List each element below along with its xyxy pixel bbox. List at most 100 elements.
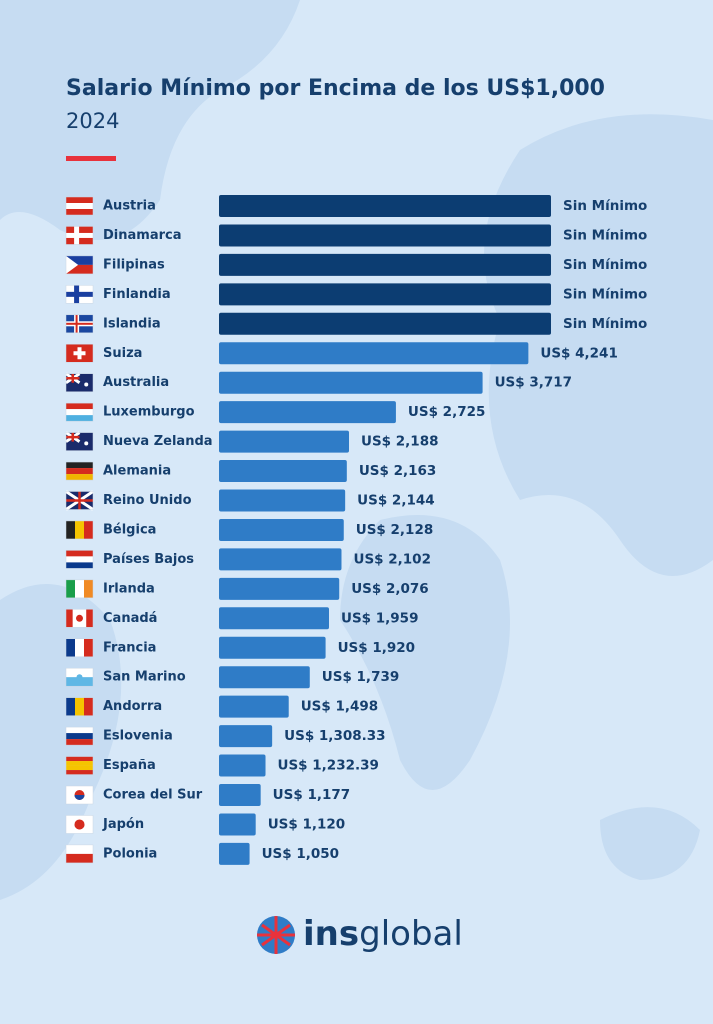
flag — [65, 490, 94, 511]
flag — [65, 402, 94, 422]
category-label: Islandia — [103, 316, 161, 331]
bar — [219, 312, 551, 335]
category-label: Luxemburgo — [103, 405, 195, 420]
value-label: US$ 1,920 — [338, 640, 415, 656]
value-label: US$ 2,128 — [356, 522, 433, 538]
flag-stripe — [66, 770, 93, 775]
value-label: Sin Mínimo — [563, 227, 647, 243]
flag-stripe — [66, 844, 93, 854]
value-label: US$ 1,959 — [341, 610, 418, 626]
flag-union — [66, 432, 80, 442]
bar — [219, 253, 551, 276]
flag-stripe — [66, 727, 93, 734]
flag-stripe — [66, 462, 93, 469]
flag — [65, 638, 94, 657]
flag — [65, 255, 94, 275]
flag-border — [65, 344, 94, 363]
category-label: Países Bajos — [103, 552, 194, 567]
flag-border — [65, 285, 94, 304]
flag-stripe — [66, 579, 75, 598]
flag-border — [65, 726, 94, 746]
value-label: US$ 2,102 — [353, 551, 430, 567]
category-label: Irlanda — [103, 581, 155, 596]
flag-stripe — [66, 765, 93, 771]
flag-border — [65, 196, 94, 216]
logo: insglobal — [257, 914, 463, 954]
flag — [65, 520, 94, 540]
flag-stripe — [84, 638, 93, 657]
world-map — [0, 0, 713, 900]
flag-triangle — [66, 255, 79, 274]
category-label: Alemania — [103, 464, 171, 479]
flag — [65, 726, 94, 746]
bar — [219, 842, 250, 865]
flag-stripe — [66, 203, 93, 209]
flag — [65, 344, 94, 363]
flag-stripe — [66, 761, 93, 766]
category-label: Andorra — [103, 699, 162, 714]
flag-border — [65, 461, 94, 481]
flag-union — [66, 373, 80, 383]
value-label: US$ 1,739 — [322, 669, 399, 685]
bar — [219, 195, 551, 217]
chart: Austria Sin Mínimo Dinamarca Sin Mínimo Fili… — [65, 195, 647, 865]
flag-border — [65, 638, 94, 657]
bar — [219, 283, 551, 306]
flag-border — [65, 432, 94, 451]
bar — [219, 430, 350, 453]
value-label: US$ 2,188 — [361, 434, 438, 450]
bar — [219, 754, 266, 777]
flag-border — [65, 756, 94, 775]
bar — [219, 401, 396, 424]
flag-stripe — [66, 556, 93, 563]
flag — [65, 756, 94, 775]
flag-border — [65, 667, 94, 687]
bar — [219, 666, 310, 689]
flag — [65, 372, 94, 392]
flag — [65, 196, 94, 216]
category-label: San Marino — [103, 670, 186, 685]
flag — [65, 609, 94, 628]
flag-stripe — [75, 638, 84, 657]
flag-border — [65, 844, 94, 864]
flag — [65, 431, 94, 451]
flag — [65, 314, 94, 334]
value-label: US$ 2,725 — [408, 404, 485, 420]
value-label: Sin Mínimo — [563, 286, 647, 302]
value-label: Sin Mínimo — [563, 316, 647, 332]
bar — [219, 548, 342, 571]
logo-text: insglobal — [303, 914, 463, 954]
flag — [65, 579, 94, 599]
value-label: US$ 4,241 — [540, 345, 617, 361]
value-label: US$ 2,144 — [357, 493, 434, 509]
value-label: US$ 1,308.33 — [284, 728, 385, 744]
bar — [219, 489, 346, 512]
category-label: Eslovenia — [103, 729, 173, 744]
logo-bold: ins — [303, 914, 359, 954]
flag-stripe — [66, 677, 93, 687]
flag-border — [65, 785, 94, 805]
flag-stripe — [66, 638, 75, 657]
flag — [65, 667, 94, 687]
flag-stripe — [66, 562, 93, 569]
flag-stripe — [66, 550, 93, 557]
accent-line — [66, 156, 116, 161]
flag-stripe — [66, 209, 93, 215]
flag-stripe — [86, 609, 93, 628]
bar — [219, 725, 273, 748]
flag-stripe — [75, 579, 84, 598]
flag-stripe — [84, 579, 93, 598]
flag-stripe — [84, 520, 93, 539]
category-label: Bélgica — [103, 522, 156, 537]
value-label: US$ 1,050 — [262, 846, 339, 862]
category-label: Australia — [103, 375, 169, 390]
flag-stripe — [66, 853, 93, 863]
flag — [65, 785, 94, 805]
flag-border — [65, 491, 94, 510]
flag-stripe — [66, 739, 93, 746]
value-label: US$ 2,163 — [359, 463, 436, 479]
category-label: Canadá — [103, 611, 157, 626]
bar — [219, 342, 529, 365]
flag-cross — [66, 322, 93, 325]
chart-subtitle: 2024 — [66, 109, 119, 133]
